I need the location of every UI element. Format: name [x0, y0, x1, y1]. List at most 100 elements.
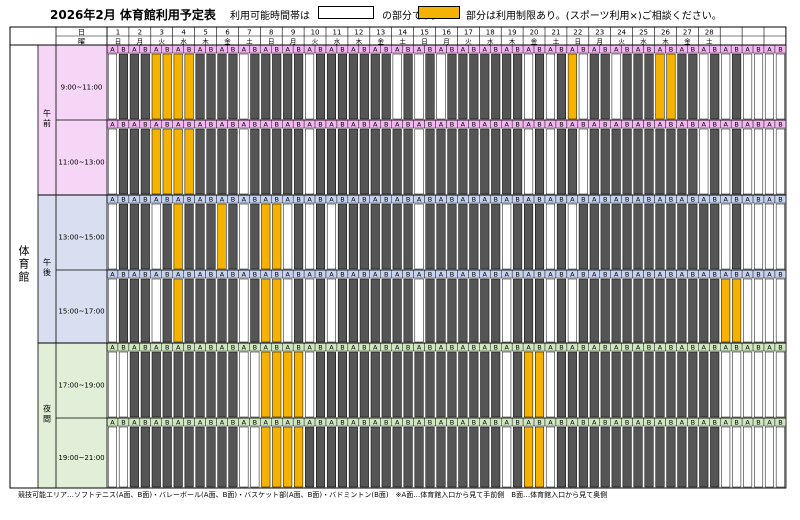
ab-label: B: [384, 121, 388, 129]
slot-cell: [600, 128, 610, 195]
slot-cell: [644, 53, 654, 120]
ab-label: B: [625, 344, 629, 352]
ab-label: B: [428, 419, 432, 427]
slot-cell: [359, 128, 369, 195]
weekday-label: 火: [465, 38, 472, 46]
ab-label: A: [329, 196, 334, 204]
slot-cell: [370, 278, 380, 343]
ab-label: B: [450, 196, 454, 204]
ab-label: B: [581, 271, 585, 279]
slot-cell: [644, 351, 654, 418]
slot-cell: [480, 53, 490, 120]
slot-cell: [118, 128, 128, 195]
ab-label: A: [767, 196, 772, 204]
ab-label: A: [570, 344, 575, 352]
day-number: 22: [573, 29, 582, 37]
weekday-label: 木: [202, 37, 209, 46]
slot-cell: [151, 203, 161, 270]
ab-label: A: [373, 419, 378, 427]
slot-cell: [228, 203, 238, 270]
slot-cell: [305, 278, 315, 343]
day-number: 4: [181, 29, 186, 37]
weekday-label: 火: [618, 38, 625, 46]
ab-label: B: [296, 419, 300, 427]
ab-label: B: [647, 344, 651, 352]
ab-label: B: [340, 419, 344, 427]
slot-cell: [600, 426, 610, 488]
ab-label: A: [154, 121, 159, 129]
slot-cell: [217, 426, 227, 488]
day-number: 21: [551, 29, 560, 37]
weekday-label: 火: [312, 38, 319, 46]
weekday-label: 月: [137, 38, 144, 46]
slot-cell: [775, 278, 785, 343]
slot-cell: [611, 203, 621, 270]
ab-label: A: [154, 344, 159, 352]
ab-label: B: [143, 121, 147, 129]
slot-cell: [195, 128, 205, 195]
slot-cell: [666, 426, 676, 488]
ab-label: A: [132, 271, 137, 279]
ab-label: A: [570, 196, 575, 204]
slot-cell: [567, 203, 577, 270]
slot-cell: [392, 128, 402, 195]
weekday-label: 日: [115, 38, 122, 46]
weekday-label: 土: [553, 37, 560, 46]
ab-label: A: [307, 271, 312, 279]
weekday-label: 土: [706, 37, 713, 46]
slot-cell: [447, 203, 457, 270]
weekday-label: 日: [575, 38, 582, 46]
slot-cell: [414, 128, 424, 195]
slot-cell: [414, 203, 424, 270]
ab-label: A: [767, 344, 772, 352]
ab-label: A: [395, 46, 400, 54]
ab-label: B: [778, 271, 782, 279]
ab-label: B: [603, 46, 607, 54]
ab-label: A: [198, 196, 203, 204]
ab-label: A: [614, 419, 619, 427]
ab-label: B: [537, 46, 541, 54]
slot-cell: [491, 278, 501, 343]
slot-cell: [195, 351, 205, 418]
ab-label: A: [461, 46, 466, 54]
time-slot-label: 13:00~15:00: [58, 234, 104, 242]
slot-cell: [469, 53, 479, 120]
slot-cell: [294, 426, 304, 488]
time-slot-label: 9:00~11:00: [61, 84, 103, 92]
ab-label: B: [121, 271, 125, 279]
ab-label: B: [121, 419, 125, 427]
weekday-label: 水: [334, 37, 341, 46]
ab-label: A: [110, 196, 115, 204]
slot-cell: [743, 351, 753, 418]
slot-cell: [666, 128, 676, 195]
ab-label: A: [220, 196, 225, 204]
slot-cell: [403, 426, 413, 488]
facility-label-char: 体: [19, 244, 30, 258]
slot-cell: [107, 128, 117, 195]
slot-cell: [184, 278, 194, 343]
ab-label: B: [165, 419, 169, 427]
ab-label: B: [493, 419, 497, 427]
slot-cell: [622, 128, 632, 195]
ab-label: A: [548, 419, 553, 427]
day-number: 13: [376, 29, 385, 37]
ab-label: B: [515, 271, 519, 279]
ab-label: B: [669, 271, 673, 279]
ab-label: B: [384, 46, 388, 54]
slot-cell: [458, 278, 468, 343]
ab-label: B: [559, 419, 563, 427]
weekday-label: 水: [640, 37, 647, 46]
slot-cell: [677, 128, 687, 195]
ab-label: B: [712, 344, 716, 352]
ab-label: A: [658, 271, 663, 279]
ab-label: A: [132, 121, 137, 129]
slot-cell: [272, 53, 282, 120]
ab-label: A: [329, 46, 334, 54]
ab-label: B: [712, 46, 716, 54]
slot-cell: [436, 351, 446, 418]
slot-cell: [655, 128, 665, 195]
slot-cell: [502, 351, 512, 418]
ab-label: B: [581, 196, 585, 204]
ab-label: A: [154, 419, 159, 427]
slot-cell: [469, 351, 479, 418]
